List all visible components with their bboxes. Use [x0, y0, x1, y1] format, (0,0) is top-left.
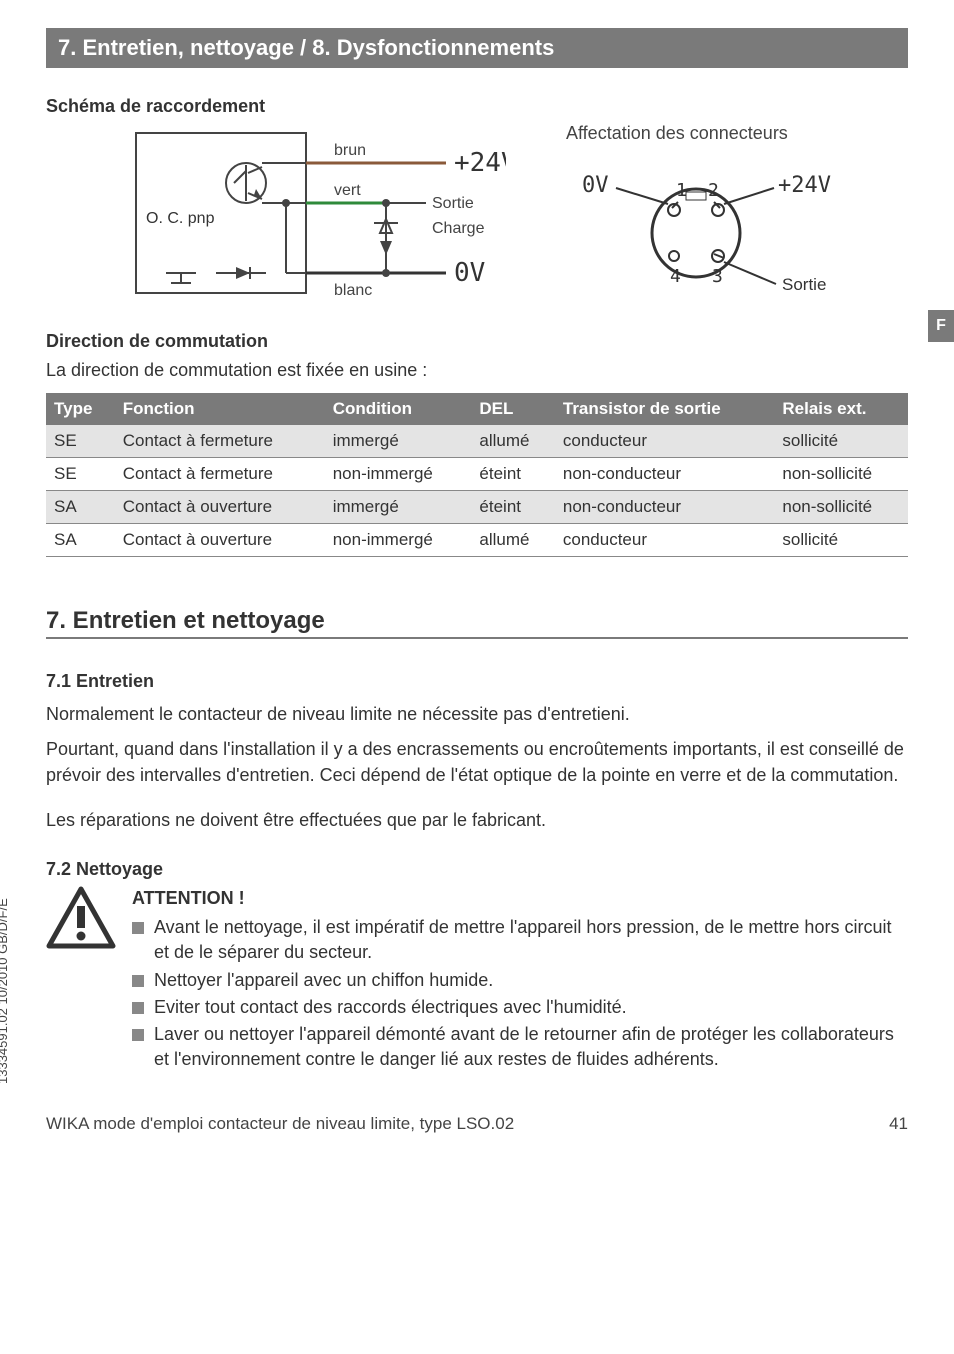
svg-text:4: 4	[670, 266, 681, 287]
circuit-diagram: O. C. pnp brun +24V	[86, 123, 506, 308]
table-cell: immergé	[325, 491, 472, 524]
connector-diagram: Affectation des connecteurs 1 2 3 4	[556, 123, 856, 313]
table-cell: éteint	[471, 458, 554, 491]
table-cell: allumé	[471, 425, 554, 458]
table-cell: SE	[46, 425, 115, 458]
table-row: SEContact à fermeturenon-immergééteintno…	[46, 458, 908, 491]
sortie-label: Sortie	[432, 195, 474, 212]
table-cell: SE	[46, 458, 115, 491]
table-cell: sollicité	[774, 524, 908, 557]
p-7-1c: Les réparations ne doivent être effectué…	[46, 808, 908, 833]
table-cell: immergé	[325, 425, 472, 458]
h-7-1: 7.1 Entretien	[46, 671, 908, 692]
list-item: Eviter tout contact des raccords électri…	[132, 995, 908, 1020]
table-cell: non-immergé	[325, 524, 472, 557]
table-cell: SA	[46, 524, 115, 557]
footer-left: WIKA mode d'emploi contacteur de niveau …	[46, 1114, 514, 1134]
attention-bullets: Avant le nettoyage, il est impératif de …	[132, 915, 908, 1072]
list-item: Avant le nettoyage, il est impératif de …	[132, 915, 908, 965]
table-cell: non-sollicité	[774, 458, 908, 491]
list-item: Laver ou nettoyer l'appareil démonté ava…	[132, 1022, 908, 1072]
doc-code-rotated: 13334591.02 10/2010 GB/D/F/E	[0, 899, 10, 1085]
conn-0v: 0V	[582, 173, 609, 198]
table-cell: allumé	[471, 524, 554, 557]
svg-text:1: 1	[676, 180, 687, 201]
list-item: Nettoyer l'appareil avec un chiffon humi…	[132, 968, 908, 993]
table-row: SAContact à ouverturenon-immergéalluméco…	[46, 524, 908, 557]
charge-label: Charge	[432, 220, 485, 237]
table-cell: éteint	[471, 491, 554, 524]
th-type: Type	[46, 393, 115, 425]
svg-text:2: 2	[708, 180, 719, 201]
th-fonction: Fonction	[115, 393, 325, 425]
direction-intro: La direction de commutation est fixée en…	[46, 358, 908, 383]
oc-label: O. C. pnp	[146, 210, 215, 227]
table-cell: Contact à fermeture	[115, 458, 325, 491]
plus24-label: +24V	[454, 148, 506, 178]
chapter-header: 7. Entretien, nettoyage / 8. Dysfonction…	[46, 28, 908, 68]
svg-text:3: 3	[712, 266, 723, 287]
th-transistor: Transistor de sortie	[555, 393, 774, 425]
table-cell: Contact à ouverture	[115, 524, 325, 557]
warning-icon	[46, 886, 116, 955]
table-cell: conducteur	[555, 524, 774, 557]
schema-heading: Schéma de raccordement	[46, 96, 908, 117]
table-cell: Contact à ouverture	[115, 491, 325, 524]
connector-title: Affectation des connecteurs	[566, 123, 856, 144]
direction-heading: Direction de commutation	[46, 331, 908, 352]
wire-brown-label: brun	[334, 142, 366, 159]
language-tab: F	[928, 310, 954, 342]
wire-green-label: vert	[334, 182, 361, 199]
table-cell: non-conducteur	[555, 491, 774, 524]
table-cell: Contact à fermeture	[115, 425, 325, 458]
th-condition: Condition	[325, 393, 472, 425]
th-relais: Relais ext.	[774, 393, 908, 425]
h-7-2: 7.2 Nettoyage	[46, 859, 908, 880]
table-cell: non-immergé	[325, 458, 472, 491]
diagram-row: O. C. pnp brun +24V	[46, 123, 908, 313]
table-cell: sollicité	[774, 425, 908, 458]
table-cell: conducteur	[555, 425, 774, 458]
table-cell: non-sollicité	[774, 491, 908, 524]
zero-label: 0V	[454, 258, 485, 288]
table-cell: non-conducteur	[555, 458, 774, 491]
conn-sortie: Sortie	[782, 275, 826, 294]
p-7-1a: Normalement le contacteur de niveau limi…	[46, 702, 908, 727]
th-del: DEL	[471, 393, 554, 425]
attention-title: ATTENTION !	[132, 888, 245, 908]
wire-white-label: blanc	[334, 282, 372, 299]
table-row: SEContact à fermetureimmergéalluméconduc…	[46, 425, 908, 458]
switching-table: Type Fonction Condition DEL Transistor d…	[46, 393, 908, 557]
table-cell: SA	[46, 491, 115, 524]
attention-block: ATTENTION ! Avant le nettoyage, il est i…	[46, 886, 908, 1074]
footer-page: 41	[889, 1114, 908, 1134]
table-row: SAContact à ouvertureimmergééteintnon-co…	[46, 491, 908, 524]
p-7-1b: Pourtant, quand dans l'installation il y…	[46, 737, 908, 787]
conn-24v: +24V	[778, 173, 831, 198]
section7-title: 7. Entretien et nettoyage	[46, 607, 908, 639]
